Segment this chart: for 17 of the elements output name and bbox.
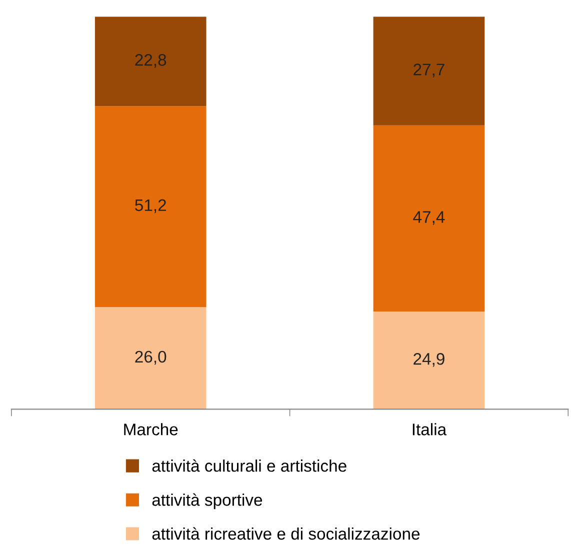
data-label: 22,8 bbox=[135, 54, 166, 68]
bar bbox=[373, 125, 485, 312]
data-label: 51,2 bbox=[135, 199, 166, 214]
bar bbox=[94, 106, 206, 308]
bar bbox=[94, 16, 206, 106]
legend-label: attività culturali e artistiche bbox=[152, 459, 346, 472]
x-tick-label: Marche bbox=[124, 423, 178, 436]
data-label: 47,4 bbox=[413, 211, 445, 225]
legend-label: attività sportive bbox=[152, 493, 262, 510]
x-tick-label: Italia bbox=[412, 423, 447, 436]
bar bbox=[373, 16, 485, 126]
bar bbox=[373, 311, 485, 410]
data-label: 27,7 bbox=[414, 64, 444, 78]
data-label: 26,0 bbox=[135, 350, 166, 365]
legend-label: attività ricreative e di socializzazione bbox=[152, 527, 420, 540]
data-label: 24,9 bbox=[414, 353, 444, 367]
bar bbox=[94, 307, 206, 410]
